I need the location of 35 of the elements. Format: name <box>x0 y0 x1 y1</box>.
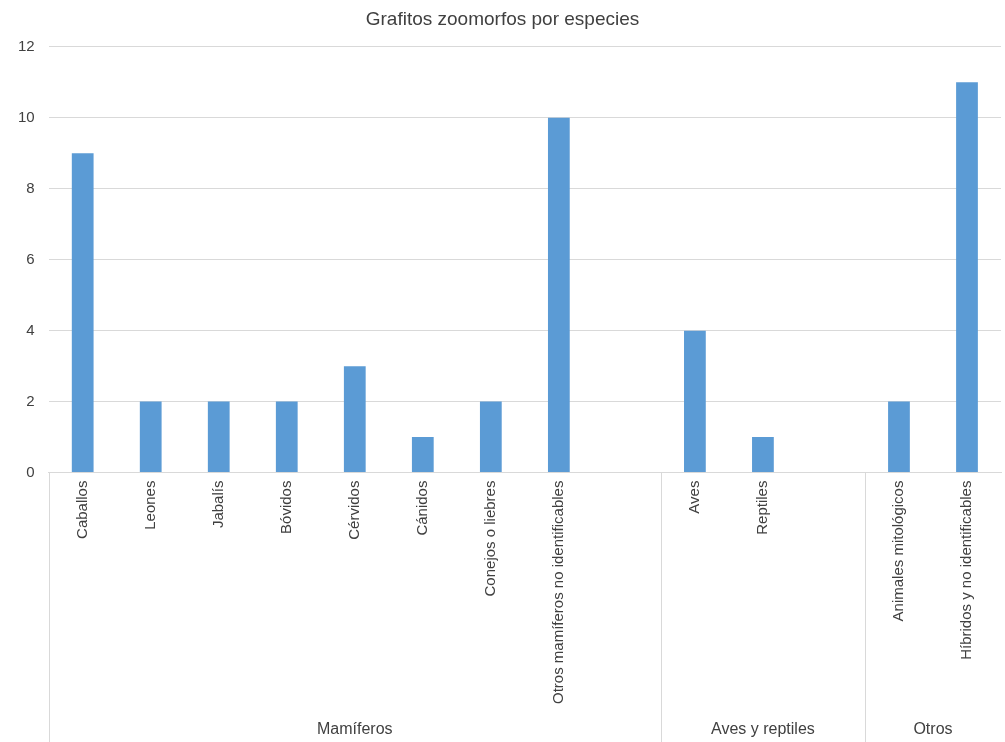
bar <box>275 401 298 473</box>
x-tick-label: Bóvidos <box>276 480 294 534</box>
bar <box>343 366 366 473</box>
y-tick-label: 10 <box>18 107 35 125</box>
bar <box>71 153 94 473</box>
x-tick-label: Conejos o liebres <box>480 480 498 597</box>
x-tick-label: Animales mitológicos <box>889 480 907 622</box>
x-tick-label: Cérvidos <box>344 480 362 540</box>
bar <box>411 437 434 473</box>
y-tick-label: 8 <box>26 178 35 196</box>
bar <box>479 401 502 473</box>
bar <box>207 401 230 473</box>
y-tick-label: 0 <box>26 462 35 480</box>
bar <box>684 330 706 473</box>
bar <box>752 437 774 473</box>
y-tick-label: 2 <box>26 391 35 409</box>
text: Otros <box>913 720 953 738</box>
x-tick-label: Aves <box>685 480 703 514</box>
bar <box>139 401 162 473</box>
bar <box>547 117 570 473</box>
y-tick-label: 12 <box>18 36 35 54</box>
x-tick-label: Reptiles <box>753 480 771 535</box>
text: Aves y reptiles <box>711 720 815 738</box>
x-tick-label: Híbridos y no identificables <box>957 480 975 660</box>
x-tick-label: Otros mamíferos no identificables <box>548 480 566 705</box>
text: Mamíferos <box>317 720 393 738</box>
bar <box>956 82 978 473</box>
chart-title: Grafitos zoomorfos por especies <box>365 7 640 29</box>
x-tick-label: Caballos <box>72 480 90 539</box>
y-tick-label: 4 <box>26 320 35 338</box>
y-tick-label: 6 <box>26 249 35 267</box>
x-tick-label: Jabalís <box>208 480 226 529</box>
x-tick-label: Leones <box>140 480 158 530</box>
x-tick-label: Cánidos <box>412 480 430 536</box>
bar <box>888 401 910 473</box>
